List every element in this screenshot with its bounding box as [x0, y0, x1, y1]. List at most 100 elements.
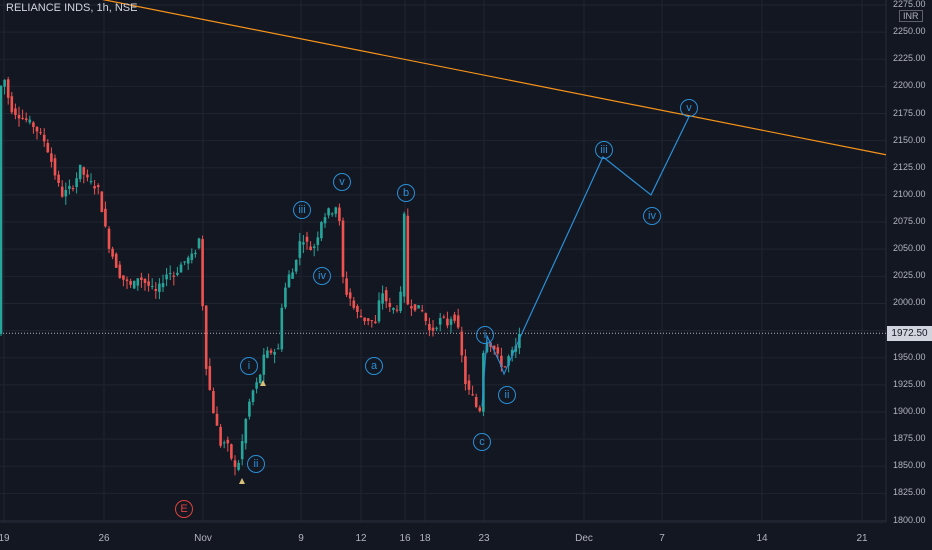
candle-down: [39, 132, 42, 134]
candle-down: [428, 323, 431, 331]
candle-up: [237, 462, 240, 470]
candle-down: [129, 281, 132, 285]
candle-down: [42, 134, 46, 142]
candle-up: [168, 273, 172, 275]
wave-label: i: [476, 325, 494, 344]
candle-down: [111, 248, 114, 257]
time-tick: 12: [355, 533, 367, 544]
candle-down: [93, 186, 96, 189]
candle-up: [399, 291, 402, 312]
candle-up: [28, 119, 32, 123]
price-tick: 2275.00: [893, 0, 926, 9]
candle-up: [276, 348, 280, 350]
candle-down: [14, 108, 17, 116]
candle-up: [284, 287, 287, 308]
candle-down: [471, 394, 474, 396]
wave-label: c: [473, 433, 491, 452]
candle-down: [82, 167, 86, 175]
candle-down: [6, 79, 10, 98]
candle-down: [100, 191, 104, 213]
time-tick: 9: [298, 533, 304, 544]
grid: [0, 0, 887, 523]
candle-up: [161, 283, 165, 288]
time-tick: 7: [659, 533, 665, 544]
candle-up: [377, 300, 381, 322]
time-tick: 21: [856, 533, 868, 544]
candle-up: [150, 285, 154, 287]
candle-down: [341, 220, 345, 278]
candle-down: [140, 277, 143, 281]
candle-up: [244, 419, 248, 444]
candle-up: [327, 208, 330, 216]
candles: [0, 76, 521, 484]
candle-down: [500, 355, 503, 368]
candle-down: [215, 413, 219, 426]
wave-label: v: [680, 99, 698, 118]
candle-up: [392, 308, 395, 310]
candle-up: [518, 334, 521, 349]
candle-up: [190, 253, 194, 260]
wave-label: E: [175, 499, 193, 518]
price-tick: 2175.00: [893, 107, 926, 118]
candle-down: [57, 174, 60, 183]
candle-down: [338, 207, 341, 222]
time-tick: 23: [478, 533, 490, 544]
candle-down: [233, 460, 237, 467]
candle-up: [266, 350, 269, 358]
candle-down: [35, 126, 39, 132]
wave-label: b: [397, 183, 415, 202]
wave-label: ii: [247, 455, 265, 474]
candle-down: [305, 236, 309, 242]
candle-down: [60, 186, 64, 197]
wave-label: iii: [293, 201, 311, 220]
candle-up: [0, 85, 3, 334]
time-tick: 26: [98, 533, 110, 544]
candle-down: [356, 305, 359, 312]
candle-up: [258, 374, 262, 384]
resistance-trendline: [102, 0, 887, 156]
candle-down: [474, 396, 478, 407]
symbol-title: RELIANCE INDS, 1h, NSE: [6, 2, 138, 14]
candle-down: [359, 315, 363, 318]
candle-down: [384, 290, 388, 302]
candle-up: [78, 164, 82, 180]
candle-up: [3, 79, 6, 87]
price-tick: 1850.00: [893, 460, 926, 471]
candle-down: [154, 288, 158, 291]
candle-down: [21, 117, 24, 119]
candle-down: [143, 279, 147, 283]
candle-down: [395, 309, 399, 311]
candle-down: [125, 279, 129, 281]
candle-down: [424, 313, 428, 321]
wave-label: a: [365, 357, 383, 376]
candle-up: [197, 238, 201, 249]
candle-down: [147, 281, 150, 286]
candle-up: [320, 222, 323, 239]
candle-down: [118, 264, 122, 278]
time-tick: Dec: [575, 533, 593, 544]
wave-label: iv: [313, 267, 331, 286]
candle-up: [435, 327, 438, 329]
candle-up: [165, 274, 168, 280]
candle-up: [294, 259, 298, 272]
candle-down: [366, 318, 370, 321]
candle-down: [53, 158, 57, 176]
current-price-label: 1972.50: [887, 325, 932, 341]
price-tick: 1800.00: [893, 514, 926, 525]
price-tick: 2075.00: [893, 216, 926, 227]
candle-down: [114, 253, 118, 268]
candle-up: [75, 178, 78, 188]
candle-down: [453, 314, 456, 321]
candle-up: [298, 241, 302, 258]
candle-up: [302, 242, 305, 245]
candle-down: [492, 345, 496, 350]
candle-down: [172, 275, 176, 277]
price-tick: 2100.00: [893, 188, 926, 199]
time-tick: 18: [419, 533, 431, 544]
candle-up: [507, 356, 510, 366]
price-tick: 2150.00: [893, 134, 926, 145]
price-tick: 1900.00: [893, 405, 926, 416]
currency-unit: INR: [899, 10, 923, 22]
